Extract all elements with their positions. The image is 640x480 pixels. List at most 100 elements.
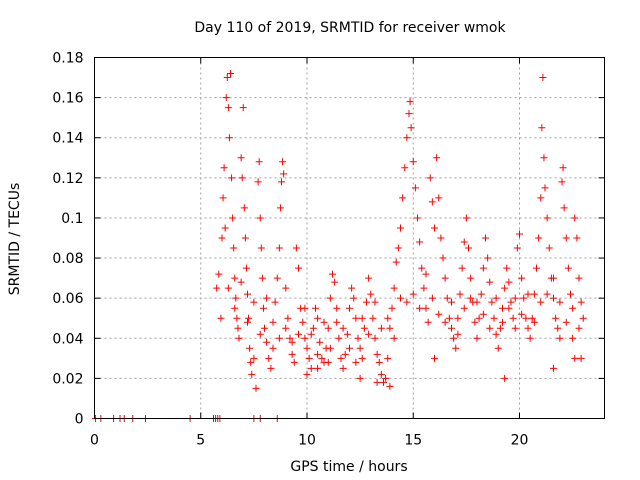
data-point — [492, 294, 500, 302]
data-point — [477, 290, 485, 298]
data-point — [255, 158, 263, 166]
data-point — [232, 294, 240, 302]
data-point — [473, 334, 481, 342]
data-point — [384, 314, 392, 322]
data-point — [460, 238, 468, 246]
data-point — [426, 174, 434, 182]
data-point — [454, 330, 462, 338]
data-point — [538, 124, 546, 132]
y-tick-label: 0.16 — [52, 91, 83, 107]
data-point — [479, 264, 487, 272]
data-point — [535, 234, 543, 242]
chart-title: Day 110 of 2019, SRMTID for receiver wmo… — [194, 20, 506, 36]
data-point — [441, 318, 449, 326]
data-point — [482, 234, 489, 242]
data-point — [458, 264, 466, 272]
data-point — [424, 318, 432, 326]
data-point — [348, 284, 356, 292]
data-point — [273, 274, 281, 282]
data-point — [540, 154, 548, 162]
y-tick-label: 0.12 — [52, 171, 83, 187]
data-point — [282, 284, 290, 292]
data-point — [526, 334, 534, 342]
data-point — [242, 264, 250, 272]
data-point — [569, 304, 577, 312]
data-point — [221, 224, 229, 232]
data-point — [460, 304, 468, 312]
data-point — [288, 350, 296, 358]
data-point — [314, 364, 322, 372]
data-point — [346, 344, 353, 352]
data-point — [407, 124, 415, 132]
data-point — [524, 290, 532, 298]
data-point — [494, 344, 502, 352]
data-point — [564, 264, 572, 272]
data-point — [248, 370, 256, 378]
data-point — [305, 354, 313, 362]
data-point — [541, 184, 549, 192]
data-point — [301, 304, 309, 312]
data-point — [227, 70, 234, 78]
data-point — [371, 334, 379, 342]
data-point — [267, 364, 275, 372]
data-point — [484, 254, 492, 262]
data-point — [560, 204, 568, 212]
data-point — [450, 334, 458, 342]
data-point — [562, 318, 570, 326]
data-point — [244, 318, 251, 326]
data-point — [416, 304, 424, 312]
data-point — [437, 234, 445, 242]
data-point — [505, 278, 513, 286]
y-tick-label: 0.02 — [52, 371, 83, 387]
data-point — [295, 264, 302, 272]
data-point — [445, 314, 453, 322]
data-point — [554, 324, 562, 332]
data-point — [386, 382, 394, 390]
data-point — [467, 294, 475, 302]
y-tick-label: 0.14 — [52, 131, 83, 147]
data-point — [386, 324, 394, 332]
data-point — [307, 330, 315, 338]
y-tick-label: 0.04 — [52, 331, 83, 347]
data-point — [312, 304, 319, 312]
data-point — [295, 330, 302, 338]
data-point — [411, 184, 419, 192]
data-point — [350, 294, 358, 302]
data-point — [431, 224, 438, 232]
data-point — [409, 158, 417, 166]
data-point — [537, 194, 545, 202]
data-point — [307, 364, 315, 372]
data-point — [286, 334, 294, 342]
data-point — [360, 324, 368, 332]
data-point — [537, 298, 545, 306]
data-point — [333, 304, 341, 312]
data-point — [552, 314, 560, 322]
data-point — [222, 94, 230, 102]
data-point — [356, 374, 364, 382]
y-axis-label: SRMTID / TECUs — [7, 183, 23, 296]
data-point — [524, 324, 532, 332]
data-point — [562, 234, 570, 242]
data-point — [420, 284, 428, 292]
data-point — [471, 318, 479, 326]
data-point — [335, 334, 343, 342]
data-point — [492, 330, 500, 338]
data-point — [456, 290, 464, 298]
data-point — [550, 294, 557, 302]
data-point — [241, 234, 249, 242]
data-point — [324, 324, 332, 332]
data-point — [269, 344, 277, 352]
data-point — [533, 264, 540, 272]
data-point — [326, 294, 334, 302]
data-point — [220, 164, 228, 172]
data-point — [575, 324, 583, 332]
data-point — [256, 330, 264, 338]
data-point — [275, 244, 283, 252]
data-point — [509, 314, 517, 322]
data-point — [401, 164, 409, 172]
data-point — [454, 314, 462, 322]
data-point — [507, 298, 515, 306]
data-point — [575, 274, 583, 282]
y-tick-label: 0 — [75, 412, 84, 428]
data-point — [333, 318, 341, 326]
